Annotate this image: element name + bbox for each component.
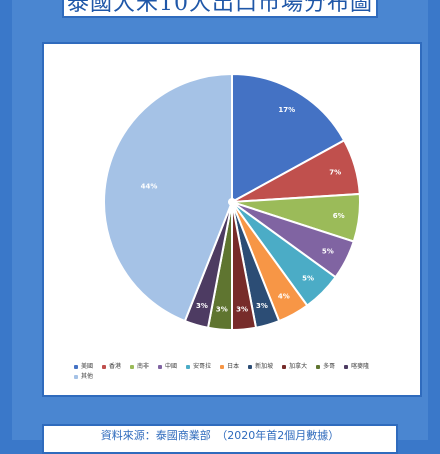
chart-legend: 美國 香港 南非 中國 安哥拉 日本 新加坡 加拿大 多哥 喀麥隆其他 [74,362,396,381]
pie-data-label-6: 3% [256,302,268,310]
pie-data-label-8: 3% [216,306,228,314]
pie-data-label-9: 3% [196,302,208,310]
source-box: 資料來源：泰國商業部 （2020年首2個月數據） [42,424,398,454]
legend-label-1: 香港 [109,363,122,370]
title-box: 泰國大米10大出口市場分布圖 [62,0,378,18]
legend-label-0: 美國 [81,363,94,370]
legend-item-6: 新加坡 [248,362,273,371]
pie-data-label-0: 17% [278,106,295,114]
pie-chart: 17% 7% 6% 5% 5% 4% 3% 3% 3% 3% 44% [103,72,361,332]
legend-label-6: 新加坡 [255,363,274,370]
page-title: 泰國大米10大出口市場分布圖 [67,0,373,16]
legend-swatch-3 [158,364,163,369]
legend-swatch-2 [130,364,135,369]
legend-item-10: 其他 [74,372,93,381]
legend-item-8: 多哥 [316,362,335,371]
legend-item-9: 喀麥隆 [344,362,369,371]
pie-data-label-7: 3% [236,306,248,314]
legend-swatch-0 [74,364,78,369]
pie-slice-10 [103,72,233,323]
legend-label-8: 多哥 [323,363,336,370]
legend-item-7: 加拿大 [282,362,307,371]
source-note: 資料來源：泰國商業部 （2020年首2個月數據） [100,429,340,442]
poster-frame: 17% 7% 6% 5% 5% 4% 3% 3% 3% 3% 44% 美國 香港 南非 中國 安哥拉 日本 新加… [12,0,428,440]
legend-label-4: 安哥拉 [193,363,212,370]
legend-swatch-7 [282,364,287,369]
pie-data-label-4: 5% [302,275,314,283]
legend-swatch-8 [316,364,321,369]
legend-swatch-4 [186,364,191,369]
legend-label-3: 中國 [165,363,178,370]
legend-swatch-10 [74,374,78,379]
legend-label-7: 加拿大 [289,363,308,370]
legend-swatch-5 [220,364,225,369]
legend-item-2: 南非 [130,362,149,371]
pie-data-label-5: 4% [278,293,290,301]
legend-swatch-1 [102,364,107,369]
chart-panel: 17% 7% 6% 5% 5% 4% 3% 3% 3% 3% 44% 美國 香港 南非 中國 安哥拉 日本 新加… [42,42,422,397]
pie-data-label-3: 5% [322,247,334,255]
pie-data-label-1: 7% [329,169,341,177]
legend-label-10: 其他 [81,373,94,380]
legend-swatch-6 [248,364,253,369]
legend-label-2: 南非 [137,363,150,370]
legend-item-0: 美國 [74,362,93,371]
legend-item-3: 中國 [158,362,177,371]
legend-label-5: 日本 [227,363,240,370]
legend-item-4: 安哥拉 [186,362,211,371]
legend-item-1: 香港 [102,362,121,371]
pie-data-label-2: 6% [333,212,345,220]
legend-swatch-9 [344,364,349,369]
pie-data-label-10: 44% [141,183,158,191]
legend-label-9: 喀麥隆 [351,363,370,370]
legend-item-5: 日本 [220,362,239,371]
